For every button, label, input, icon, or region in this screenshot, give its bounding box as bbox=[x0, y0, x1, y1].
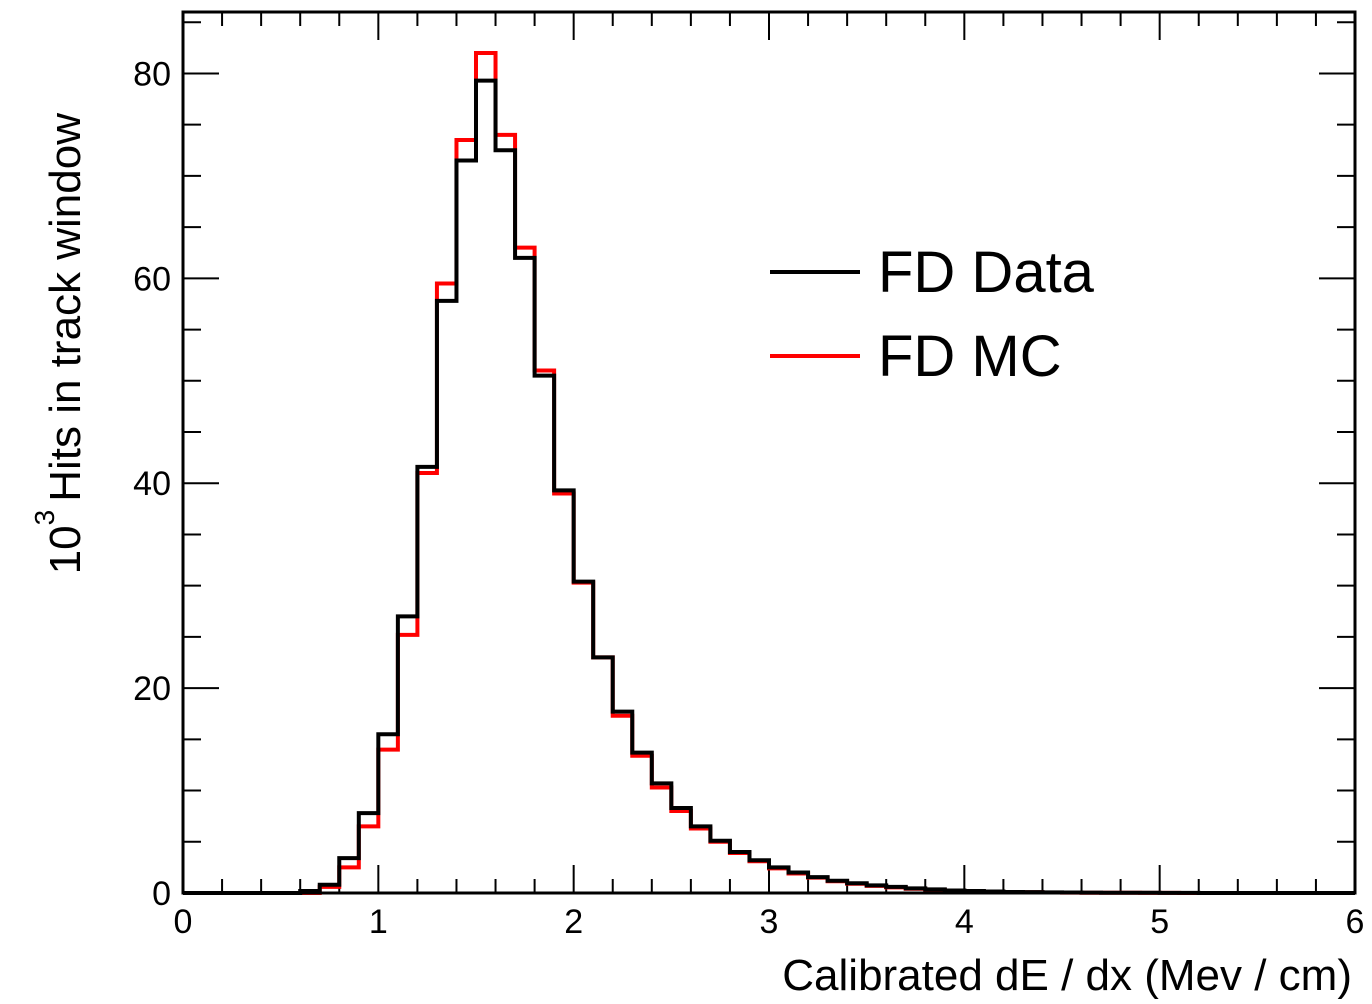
x-tick-label: 5 bbox=[1150, 903, 1169, 941]
y-axis-title-exponent: 3 bbox=[29, 510, 60, 526]
y-tick-label: 40 bbox=[133, 465, 171, 503]
legend-label-fd-data: FD Data bbox=[878, 240, 1095, 305]
series-layer bbox=[183, 50, 1355, 895]
legend-label-fd-mc: FD MC bbox=[878, 324, 1062, 389]
y-tick-label: 0 bbox=[152, 875, 171, 913]
y-axis-title: 103 Hits in track window bbox=[29, 113, 90, 575]
x-tick-label: 0 bbox=[174, 903, 193, 941]
y-tick-label: 80 bbox=[133, 55, 171, 93]
x-tick-label: 1 bbox=[369, 903, 388, 941]
y-axis-title-text: Hits in track window bbox=[41, 113, 90, 502]
y-tick-label: 20 bbox=[133, 670, 171, 708]
x-tick-label: 6 bbox=[1346, 903, 1365, 941]
axis-ticks bbox=[182, 12, 1356, 894]
y-tick-label: 60 bbox=[133, 260, 171, 298]
x-tick-label: 4 bbox=[955, 903, 974, 941]
series-line-fd-mc bbox=[183, 50, 1355, 895]
x-tick-label: 2 bbox=[564, 903, 583, 941]
y-axis-title-group: 103 Hits in track window bbox=[29, 113, 90, 575]
y-axis-title-prefix: 10 bbox=[41, 525, 90, 574]
series-line-fd-data bbox=[183, 78, 1355, 895]
x-axis-title: Calibrated dE / dx (Mev / cm) bbox=[782, 951, 1352, 1000]
x-tick-label: 3 bbox=[760, 903, 779, 941]
legend: FD Data FD MC bbox=[770, 240, 1095, 389]
plot-frame bbox=[181, 10, 1357, 895]
